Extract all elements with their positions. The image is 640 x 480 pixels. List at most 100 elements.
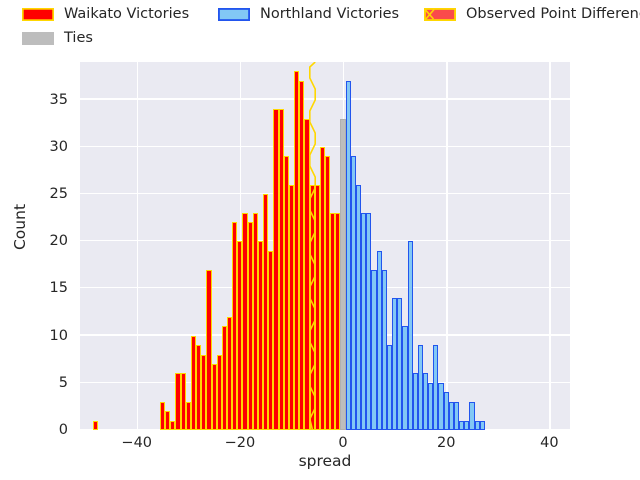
histogram-bar (469, 401, 475, 430)
histogram-bar (299, 80, 305, 430)
histogram-bar (216, 354, 222, 430)
y-tick-label: 35 (49, 91, 68, 108)
histogram-bar (340, 118, 346, 430)
histogram-bar (355, 184, 362, 430)
histogram-bar (448, 401, 454, 430)
histogram-bar (170, 420, 176, 430)
histogram-bar (428, 382, 434, 430)
histogram-bar (247, 222, 253, 430)
histogram-bar (366, 212, 372, 430)
histogram-bar (304, 118, 310, 430)
y-tick-label: 0 (58, 422, 68, 438)
legend-row-2: Ties (8, 26, 640, 50)
histogram-bar (386, 345, 393, 430)
histogram-bar (206, 269, 212, 430)
histogram-bar (263, 194, 269, 430)
histogram-bar (288, 184, 295, 430)
gridline-horizontal (80, 145, 570, 147)
histogram-bar (479, 420, 485, 430)
histogram-bar (283, 156, 289, 430)
histogram-bar (294, 71, 300, 430)
histogram-bar (252, 212, 258, 430)
y-tick-label: 5 (58, 374, 68, 391)
histogram-bar (190, 335, 197, 430)
histogram-bar (92, 420, 99, 430)
histogram-bar (211, 363, 217, 430)
histogram-bar (185, 401, 191, 430)
gridline-horizontal (80, 98, 570, 100)
histogram-bar (319, 146, 325, 430)
legend-row-1: Waikato Victories Northland Victories (8, 2, 640, 26)
observed-point-difference-swatch-icon (424, 7, 456, 21)
histogram-bar (345, 80, 351, 430)
histogram-bar (412, 373, 418, 430)
histogram-bar (433, 345, 439, 430)
chart-legend: Waikato Victories Northland Victories (8, 2, 640, 52)
histogram-bar (325, 156, 331, 430)
histogram-bar (423, 373, 429, 430)
histogram-bar (381, 269, 387, 430)
histogram-bar (402, 326, 408, 430)
histogram-bar (407, 241, 413, 430)
legend-entry-observed-point-difference[interactable]: Observed Point Difference (424, 2, 640, 26)
plot-area (80, 62, 570, 430)
histogram-bar (165, 411, 171, 430)
x-tick-label: −40 (121, 435, 153, 451)
x-tick-label: 0 (338, 435, 348, 451)
histogram-bar (392, 297, 398, 430)
legend-entry-ties[interactable]: Ties (22, 26, 93, 50)
histogram-bar (242, 212, 248, 430)
waikato-victories-swatch-icon (22, 7, 54, 21)
histogram-bar (330, 212, 336, 430)
x-axis-label: spread (298, 452, 352, 470)
observed-point-difference-line (308, 62, 316, 430)
histogram-bar (268, 250, 274, 430)
histogram-bar (417, 345, 423, 430)
histogram-bar (180, 373, 186, 430)
legend-entry-waikato-victories[interactable]: Waikato Victories (22, 2, 189, 26)
histogram-bar (196, 345, 202, 430)
y-tick-label: 25 (49, 186, 68, 203)
gridline-vertical (446, 62, 448, 430)
histogram-bar (175, 373, 181, 430)
legend-label-ties: Ties (64, 29, 93, 46)
y-axis-label: Count (11, 203, 29, 251)
y-tick-label: 10 (49, 327, 68, 344)
legend-label-waikato-victories: Waikato Victories (64, 5, 190, 22)
histogram-bar (314, 184, 320, 430)
legend-entry-northland-victories[interactable]: Northland Victories (218, 2, 399, 26)
histogram-bar (376, 250, 382, 430)
histogram-bar (371, 269, 377, 430)
histogram-bar (221, 326, 227, 430)
x-tick-label: 20 (436, 435, 456, 451)
histogram-bar (278, 109, 284, 430)
histogram-bar (257, 241, 264, 430)
histogram-bar (273, 109, 279, 430)
histogram-bar (443, 392, 449, 430)
y-tick-label: 30 (49, 138, 68, 155)
histogram-bar (453, 401, 460, 430)
histogram-bar (459, 420, 465, 430)
legend-label-observed-point-difference: Observed Point Difference (466, 5, 640, 22)
histogram-bar (474, 420, 480, 430)
histogram-bar (227, 316, 233, 430)
gridline-vertical (136, 62, 139, 430)
ties-swatch-icon (22, 31, 54, 45)
histogram-bar (159, 401, 166, 430)
legend-label-northland-victories: Northland Victories (260, 5, 400, 22)
histogram-bar (232, 222, 238, 430)
x-tick-label: 40 (540, 435, 559, 451)
histogram-bar (397, 297, 403, 430)
histogram-bar (361, 212, 367, 430)
histogram-bar (335, 212, 341, 430)
northland-victories-swatch-icon (218, 7, 250, 21)
histogram-bar (237, 241, 243, 430)
histogram-bar (350, 156, 356, 430)
gridline-vertical (549, 62, 551, 430)
histogram-bar (438, 382, 444, 430)
x-tick-label: −20 (224, 435, 256, 451)
histogram-bar (201, 354, 207, 430)
